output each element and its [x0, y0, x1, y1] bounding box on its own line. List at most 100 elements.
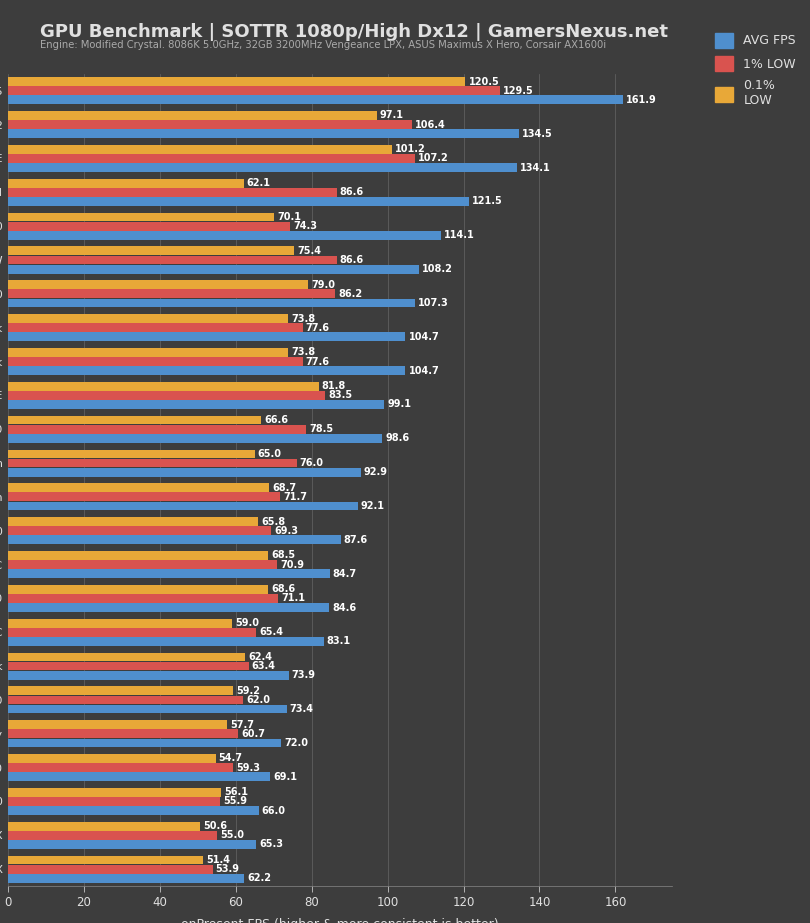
Text: 51.4: 51.4	[207, 855, 230, 865]
Bar	[8, 526, 271, 535]
Text: 55.0: 55.0	[220, 831, 244, 840]
Text: 69.1: 69.1	[274, 772, 297, 782]
Bar	[8, 696, 244, 704]
Bar	[8, 357, 303, 366]
Text: 87.6: 87.6	[343, 534, 368, 545]
Bar	[8, 450, 255, 459]
Text: 114.1: 114.1	[444, 230, 475, 240]
Text: 68.7: 68.7	[272, 483, 296, 493]
Bar	[8, 551, 268, 560]
Text: 107.2: 107.2	[418, 153, 449, 163]
Text: 98.6: 98.6	[386, 433, 410, 443]
Bar	[8, 653, 245, 662]
Text: 60.7: 60.7	[241, 729, 266, 738]
Bar	[8, 535, 340, 545]
Text: 79.0: 79.0	[311, 280, 335, 290]
Text: 97.1: 97.1	[380, 111, 403, 121]
Text: 120.5: 120.5	[468, 77, 499, 87]
Bar	[8, 671, 288, 679]
Text: 108.2: 108.2	[422, 264, 453, 274]
Bar	[8, 425, 306, 434]
Bar	[8, 687, 232, 695]
Text: Engine: Modified Crystal. 8086K 5.0GHz, 32GB 3200MHz Vengeance LPX, ASUS Maximus: Engine: Modified Crystal. 8086K 5.0GHz, …	[40, 40, 607, 50]
Text: 104.7: 104.7	[408, 331, 439, 342]
Text: 84.7: 84.7	[333, 569, 356, 579]
Bar	[8, 821, 200, 831]
Bar	[8, 78, 466, 86]
Bar	[8, 415, 261, 425]
Text: 121.5: 121.5	[472, 197, 503, 207]
Bar	[8, 763, 233, 772]
Bar	[8, 594, 278, 603]
Bar	[8, 145, 392, 154]
Bar	[8, 797, 220, 806]
Bar	[8, 391, 325, 400]
Text: 73.4: 73.4	[290, 704, 313, 714]
Bar	[8, 501, 358, 510]
Bar	[8, 484, 269, 492]
Text: 77.6: 77.6	[305, 323, 330, 332]
Bar	[8, 738, 281, 748]
Text: 73.8: 73.8	[292, 347, 315, 357]
Bar	[8, 662, 249, 670]
Text: 57.7: 57.7	[230, 720, 254, 730]
Text: 68.6: 68.6	[271, 584, 296, 594]
Bar	[8, 265, 419, 273]
Text: 62.2: 62.2	[247, 873, 271, 883]
Text: 70.9: 70.9	[280, 559, 305, 569]
Text: 63.4: 63.4	[252, 661, 275, 671]
Text: 129.5: 129.5	[503, 86, 534, 96]
Text: 65.0: 65.0	[258, 449, 282, 459]
Text: 68.5: 68.5	[271, 550, 296, 560]
Text: 62.4: 62.4	[248, 652, 272, 662]
Bar	[8, 95, 623, 104]
Bar	[8, 222, 290, 231]
Text: 66.6: 66.6	[264, 415, 288, 426]
Bar	[8, 704, 287, 713]
Text: 65.4: 65.4	[259, 628, 283, 637]
Bar	[8, 831, 217, 840]
Bar	[8, 256, 337, 264]
Text: 73.8: 73.8	[292, 314, 315, 324]
Text: 92.1: 92.1	[360, 501, 385, 511]
Bar	[8, 585, 268, 593]
Bar	[8, 382, 318, 390]
Bar	[8, 560, 277, 569]
Bar	[8, 87, 500, 95]
Text: 59.3: 59.3	[237, 762, 260, 773]
Legend: AVG FPS, 1% LOW, 0.1%
LOW: AVG FPS, 1% LOW, 0.1% LOW	[711, 30, 799, 111]
Bar	[8, 120, 412, 129]
Bar	[8, 773, 271, 781]
Bar	[8, 366, 406, 375]
Text: 53.9: 53.9	[215, 864, 240, 874]
Bar	[8, 459, 296, 467]
Text: 86.6: 86.6	[340, 187, 364, 198]
Bar	[8, 569, 330, 578]
Text: 65.3: 65.3	[259, 839, 283, 849]
Text: 74.3: 74.3	[293, 222, 318, 231]
Bar	[8, 197, 469, 206]
Bar	[8, 856, 203, 865]
Bar	[8, 754, 215, 763]
Text: 50.6: 50.6	[203, 821, 227, 832]
Text: 78.5: 78.5	[309, 425, 333, 434]
Bar	[8, 212, 274, 222]
Text: 70.1: 70.1	[277, 212, 301, 222]
Bar	[8, 720, 227, 729]
Text: 59.0: 59.0	[235, 618, 259, 629]
Bar	[8, 517, 258, 526]
Text: 134.5: 134.5	[522, 128, 552, 138]
Text: 77.6: 77.6	[305, 356, 330, 366]
Text: GPU Benchmark | SOTTR 1080p/High Dx12 | GamersNexus.net: GPU Benchmark | SOTTR 1080p/High Dx12 | …	[40, 23, 668, 42]
Bar	[8, 298, 416, 307]
X-axis label: onPresent FPS (higher & more consistent is better): onPresent FPS (higher & more consistent …	[181, 917, 499, 923]
Bar	[8, 111, 377, 120]
Text: 81.8: 81.8	[322, 381, 346, 391]
Text: 69.3: 69.3	[274, 526, 298, 535]
Bar	[8, 468, 360, 476]
Text: 59.2: 59.2	[236, 686, 260, 696]
Text: 134.1: 134.1	[520, 162, 551, 173]
Text: 66.0: 66.0	[262, 806, 286, 816]
Bar	[8, 637, 323, 646]
Bar	[8, 628, 256, 637]
